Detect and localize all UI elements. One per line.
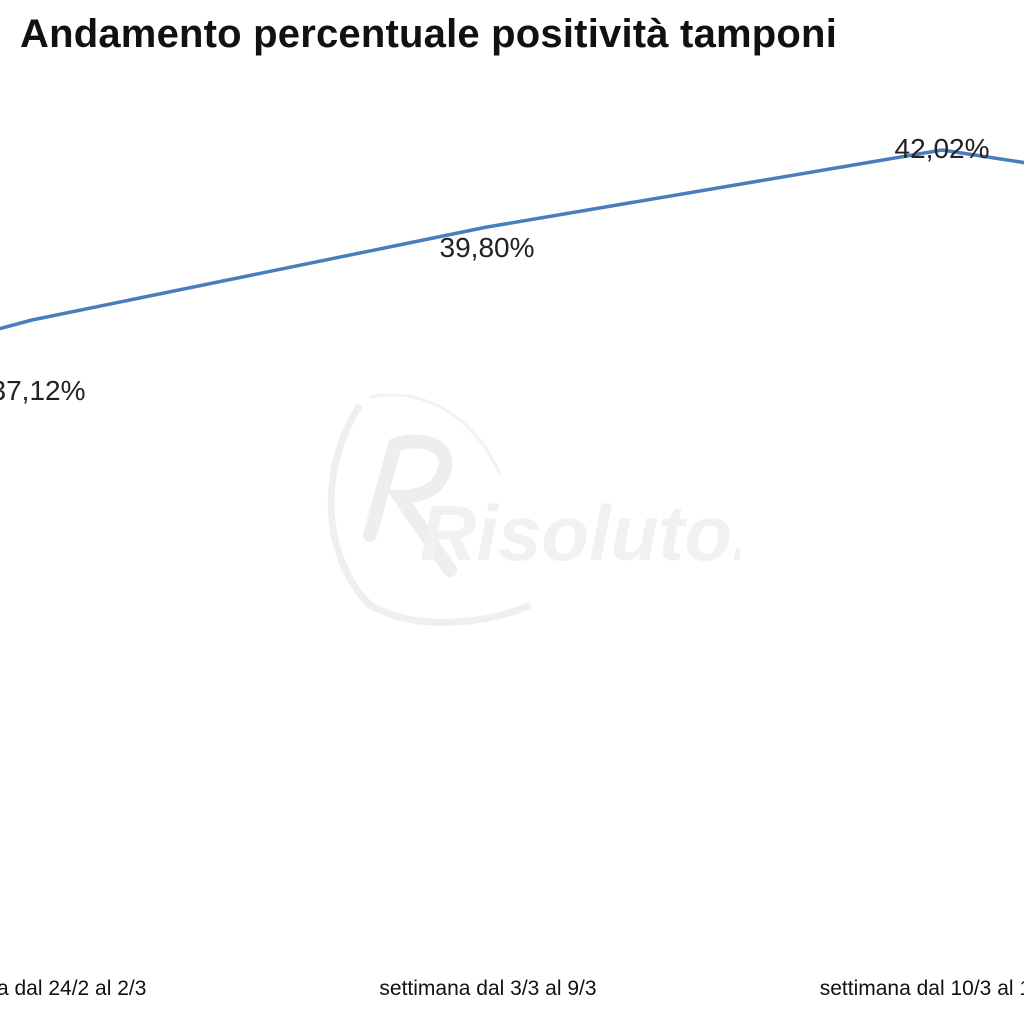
data-point [941,149,943,151]
x-tick-label: settimana dal 3/3 al 9/3 [379,977,596,1000]
data-label: 37,12% [0,375,85,406]
chart-title: Andamento percentuale positività tamponi [20,12,838,56]
data-point [486,226,488,228]
data-label: 39,80% [440,232,535,263]
x-tick-label: settimana dal 10/3 al 16/3 [820,977,1024,1000]
x-tick-label: settimana dal 24/2 al 2/3 [0,977,146,1000]
data-point [31,319,33,321]
data-label: 42,02% [895,133,990,164]
